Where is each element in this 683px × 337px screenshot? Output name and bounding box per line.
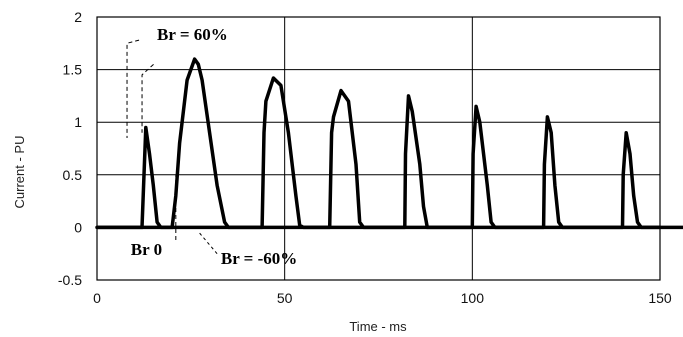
x-tick-label: 0: [93, 290, 101, 306]
x-tick-label: 150: [648, 290, 672, 306]
y-tick-label: 2: [74, 9, 82, 25]
annotation-leaders: [126, 39, 218, 255]
annotation-label: Br 0: [131, 240, 162, 259]
y-axis-label: Current - PU: [12, 136, 27, 209]
leader-br60-b: [141, 63, 154, 133]
y-tick-label: 1: [74, 114, 82, 130]
leader-br60: [126, 39, 140, 138]
annotations: Br = 60% Br 0 Br = -60%: [131, 25, 298, 268]
leader-brm60: [197, 231, 218, 255]
x-axis-label: Time - ms: [349, 319, 407, 334]
x-tick-labels: 0 50 100 150: [93, 290, 672, 306]
y-tick-label: 0: [74, 219, 82, 235]
y-tick-label: 1.5: [63, 62, 83, 78]
grid: [96, 16, 661, 281]
annotation-label: Br = 60%: [157, 25, 228, 44]
y-tick-label: -0.5: [58, 272, 82, 288]
annotation-label: Br = -60%: [221, 249, 297, 268]
series-line: [95, 57, 683, 230]
x-tick-label: 50: [277, 290, 293, 306]
x-tick-label: 100: [461, 290, 485, 306]
y-tick-labels: 2 1.5 1 0.5 0 -0.5: [58, 9, 82, 288]
series-layer: [95, 57, 683, 230]
plot-frame: [96, 16, 661, 281]
y-tick-label: 0.5: [63, 167, 83, 183]
